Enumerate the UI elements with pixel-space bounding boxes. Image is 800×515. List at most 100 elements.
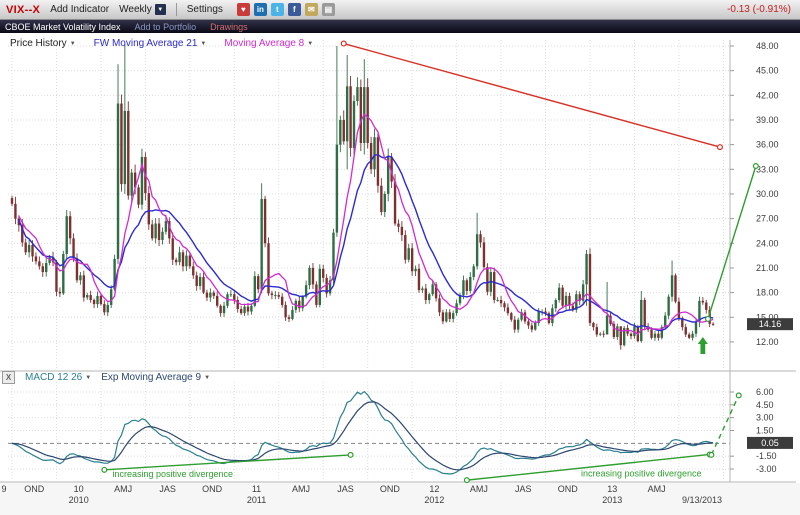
candlestick-series <box>10 44 715 350</box>
macd-axis-label: 1.50 <box>756 426 774 436</box>
macd-label: MACD 12 26 <box>25 372 83 383</box>
chevron-down-icon: ▼ <box>85 374 92 381</box>
x-axis-year-label: 2011 <box>247 495 266 505</box>
x-axis-quarter-label: OND <box>202 484 223 494</box>
price-axis-label: 39.00 <box>756 115 779 125</box>
drawing-handle[interactable] <box>347 451 354 458</box>
print-icon[interactable]: ▤ <box>321 3 335 16</box>
x-axis-quarter-label: 11 <box>252 484 261 494</box>
x-axis-partial-label: 9 <box>1 484 6 494</box>
ma21-dropdown[interactable]: FW Moving Average 21 ▼ <box>94 38 207 49</box>
x-axis-quarter-label: 10 <box>74 484 84 494</box>
macd-axis-label: 6.00 <box>756 387 774 397</box>
last-price-tag-text: 14.16 <box>759 319 782 329</box>
close-macd-button[interactable]: X <box>2 371 15 384</box>
add-to-portfolio-link[interactable]: Add to Portfolio <box>134 21 197 32</box>
gridlines <box>8 40 730 480</box>
macd-dropdown[interactable]: MACD 12 26 ▼ <box>25 372 91 383</box>
macd-signal-line <box>11 401 714 471</box>
price-axis-label: 30.00 <box>756 189 779 199</box>
chevron-down-icon: ▼ <box>69 40 76 47</box>
macd-divergence-line[interactable] <box>104 454 351 471</box>
x-axis-quarter-label: OND <box>380 484 401 494</box>
price-axis-label: 18.00 <box>756 288 779 298</box>
instrument-title: CBOE Market Volatility Index <box>5 21 121 32</box>
symbol-label[interactable]: VIX--X <box>6 3 41 16</box>
drawing-handle[interactable] <box>708 451 715 458</box>
x-axis-quarter-label: JAS <box>159 484 176 494</box>
x-axis-strip <box>0 483 800 515</box>
heart-icon[interactable]: ♥ <box>236 3 250 16</box>
price-axis-label: 33.00 <box>756 164 779 174</box>
ma8-label: Moving Average 8 <box>224 38 305 49</box>
top-toolbar: VIX--X Add Indicator Weekly ▼ Settings ♥… <box>0 0 800 20</box>
macd-projection-line[interactable] <box>710 395 740 456</box>
email-icon[interactable]: ✉ <box>304 3 318 16</box>
chart-canvas[interactable]: 48.00 45.00 42.00 39.00 36.00 33.00 30.00 27.00… <box>0 33 800 515</box>
price-axis-label: 21.00 <box>756 263 779 273</box>
x-axis-quarter-label: 12 <box>429 484 439 494</box>
x-axis-quarter-label: JAS <box>337 484 354 494</box>
add-indicator-button[interactable]: Add Indicator <box>50 4 110 15</box>
drawing-handle[interactable] <box>704 315 711 322</box>
macd-signal-label: Exp Moving Average 9 <box>101 372 202 383</box>
up-arrow-drawing[interactable] <box>697 336 708 354</box>
macd-value-tag-text: 0.05 <box>761 438 779 448</box>
macd-axis-label: -1.50 <box>756 451 777 461</box>
divergence-label: increasing positive divergence <box>581 468 702 478</box>
drawing-handle[interactable] <box>463 477 470 484</box>
x-axis-year-label: 2013 <box>602 495 622 505</box>
symbol-info-bar: CBOE Market Volatility Index Add to Port… <box>0 20 800 33</box>
price-history-label: Price History <box>10 38 67 49</box>
toolbar-separator <box>175 3 177 16</box>
period-dropdown[interactable]: Weekly ▼ <box>119 4 166 15</box>
x-axis-quarter-label: JAS <box>515 484 532 494</box>
price-axis-label: 27.00 <box>756 214 779 224</box>
settings-button[interactable]: Settings <box>186 4 223 15</box>
price-history-dropdown[interactable]: Price History ▼ <box>10 38 76 49</box>
macd-axis-label: -3.00 <box>756 464 777 474</box>
drawing-handle[interactable] <box>735 392 742 399</box>
x-axis-last-date-label: 9/13/2013 <box>682 495 722 505</box>
price-axis-label: 12.00 <box>756 337 779 347</box>
drawing-handle[interactable] <box>340 40 347 47</box>
price-axis-label: 42.00 <box>756 90 779 100</box>
chevron-down-icon: ▼ <box>307 40 314 47</box>
ma8-dropdown[interactable]: Moving Average 8 ▼ <box>224 38 313 49</box>
macd-line <box>11 390 714 475</box>
price-change-label: -0.13 (-0.91%) <box>727 4 791 15</box>
facebook-icon[interactable]: f <box>287 3 301 16</box>
macd-axis-label: 4.50 <box>756 400 774 410</box>
chevron-down-icon[interactable]: ▼ <box>154 4 166 15</box>
price-axis-label: 36.00 <box>756 140 779 150</box>
x-axis-quarter-label: OND <box>558 484 579 494</box>
drawing-handle[interactable] <box>716 144 723 151</box>
price-axis-label: 15.00 <box>756 312 779 322</box>
x-axis-quarter-label: AMJ <box>648 484 666 494</box>
macd-divergence-line[interactable] <box>466 453 710 481</box>
drawing-handle[interactable] <box>101 466 108 473</box>
macd-pane-legend: X MACD 12 26 ▼ Exp Moving Average 9 ▼ <box>2 371 210 384</box>
chevron-glyph: ▼ <box>157 6 164 13</box>
period-label[interactable]: Weekly <box>119 4 152 15</box>
twitter-icon[interactable]: t <box>270 3 284 16</box>
macd-signal-dropdown[interactable]: Exp Moving Average 9 ▼ <box>101 372 210 383</box>
price-axis-label: 48.00 <box>756 41 779 51</box>
breakout-projection-line[interactable] <box>707 165 757 320</box>
macd-axis-label: 3.00 <box>756 413 774 423</box>
price-pane-legend: Price History ▼ FW Moving Average 21 ▼ M… <box>10 38 313 49</box>
chevron-down-icon: ▼ <box>204 374 211 381</box>
fw-moving-average-21-line <box>18 153 714 332</box>
last-price-tag <box>747 318 793 331</box>
drawings-link[interactable]: Drawings <box>210 21 248 32</box>
macd-value-tag <box>747 436 793 449</box>
drawing-handle[interactable] <box>752 163 759 170</box>
macd-series <box>11 390 714 475</box>
x-axis-year-label: 2012 <box>424 495 444 505</box>
downtrend-line[interactable] <box>343 42 721 148</box>
moving-average-8-line <box>18 113 714 336</box>
linkedin-icon[interactable]: in <box>253 3 267 16</box>
x-axis-quarter-label: OND <box>24 484 45 494</box>
ma21-label: FW Moving Average 21 <box>93 38 198 49</box>
price-axis-label: 24.00 <box>756 238 779 248</box>
